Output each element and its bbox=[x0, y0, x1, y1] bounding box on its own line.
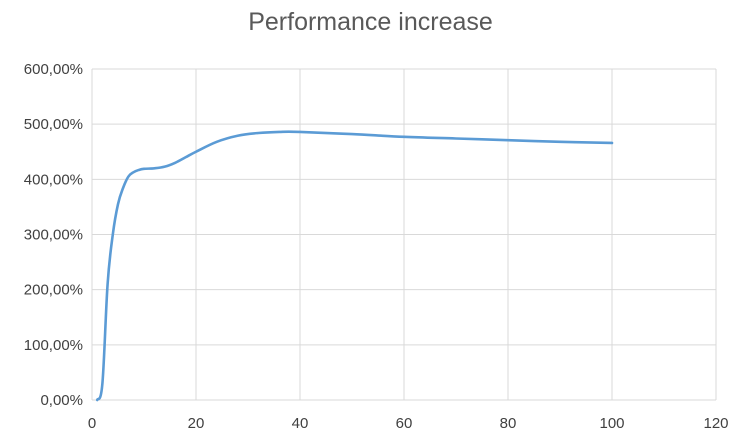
y-tick-label: 500,00% bbox=[24, 116, 83, 133]
x-axis-ticks: 0 20 40 60 80 100 120 bbox=[88, 415, 729, 432]
x-tick-label: 0 bbox=[88, 415, 96, 432]
x-tick-label: 80 bbox=[500, 415, 517, 432]
y-tick-label: 200,00% bbox=[24, 282, 83, 299]
y-tick-label: 300,00% bbox=[24, 227, 83, 244]
y-tick-label: 100,00% bbox=[24, 337, 83, 354]
x-tick-label: 100 bbox=[599, 415, 624, 432]
series-line-0 bbox=[95, 130, 614, 402]
series-layer bbox=[95, 130, 614, 402]
y-tick-label: 400,00% bbox=[24, 171, 83, 188]
y-axis-ticks: 0,00% 100,00% 200,00% 300,00% 400,00% 500,00%… bbox=[24, 61, 83, 409]
x-tick-label: 20 bbox=[188, 415, 205, 432]
x-tick-label: 60 bbox=[396, 415, 413, 432]
y-tick-label: 0,00% bbox=[40, 392, 83, 409]
x-tick-label: 40 bbox=[292, 415, 309, 432]
y-tick-label: 600,00% bbox=[24, 61, 83, 78]
grid bbox=[91, 68, 717, 401]
chart-title: Performance increase bbox=[248, 8, 493, 36]
x-tick-label: 120 bbox=[703, 415, 728, 432]
